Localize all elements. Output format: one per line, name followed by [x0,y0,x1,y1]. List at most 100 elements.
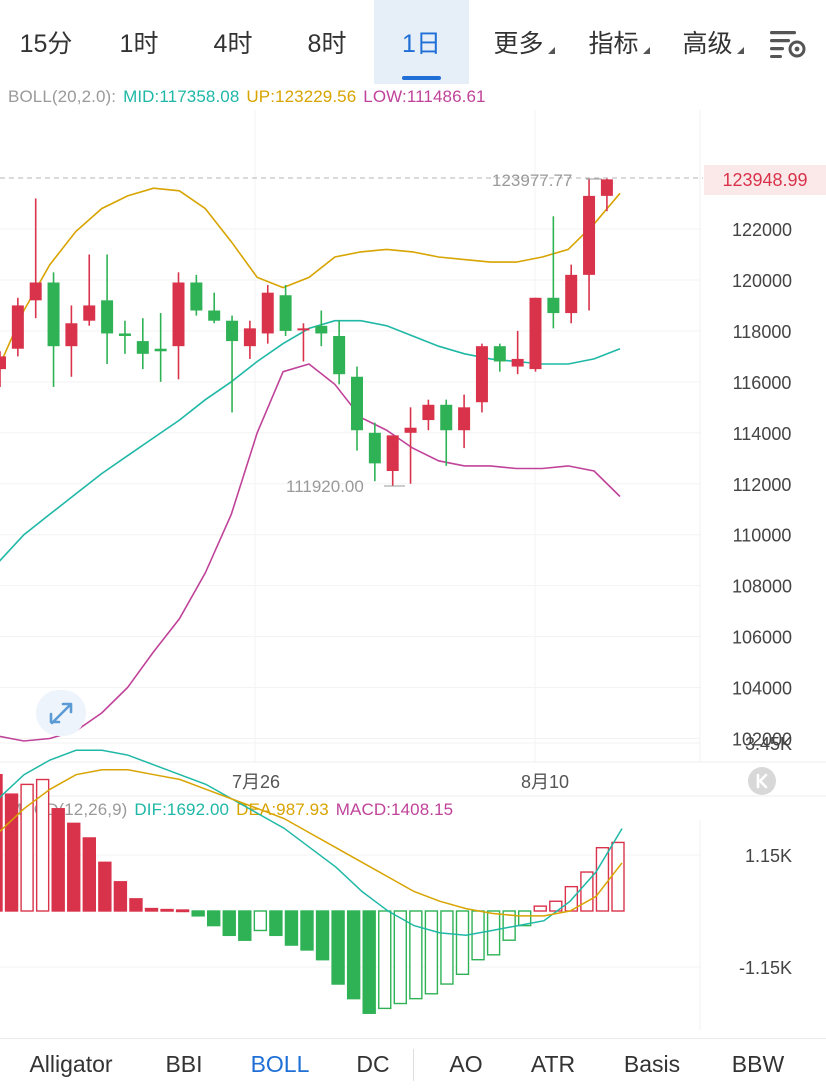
active-tab-underline [402,76,441,80]
candle-up [243,328,256,347]
tab-15m[interactable]: 15分 [19,30,73,58]
macd-axis-label: 3.45K [745,734,792,754]
candle-up [565,274,578,314]
candle-down [101,300,114,334]
tab-more[interactable]: 更多 [478,0,570,84]
high-price-annotation: 123977.77 [492,171,572,190]
macd-bar-positive [98,861,112,912]
macd-bar-negative [269,910,283,937]
price-axis-label: 118000 [733,322,792,342]
candle-up [458,407,471,431]
macd-bar-positive [51,808,65,912]
macd-bar-negative [253,910,268,932]
candle-up [583,195,596,275]
price-axis-label: 116000 [733,373,792,393]
candle-up [475,346,488,403]
timeframe-tab-bar: 15分 1时 4时 8时 1日 更多 指标 高级 [0,0,826,84]
candle-down [493,346,506,362]
macd-bar-positive [175,909,190,913]
macd-bar-negative [378,910,392,1010]
macd-dif-value: DIF:1692.00 [134,800,230,819]
tab-indicators[interactable]: 指标 [572,0,666,84]
date-axis-label: 8月10 [521,772,569,792]
candle-up [172,282,185,347]
macd-bar-negative [331,910,345,985]
candle-down [279,295,292,331]
tab-advanced[interactable]: 高级 [666,0,760,84]
candle-down [118,333,131,336]
tab-8h[interactable]: 8时 [307,30,347,58]
candle-up [511,358,524,367]
candle-up [65,323,78,347]
macd-axis-label: 1.15K [745,846,792,866]
candle-up [0,356,6,370]
date-axis-label: 7月26 [232,772,280,792]
candle-down [208,310,221,321]
macd-bar-negative [440,910,454,985]
macd-bar-negative [346,910,361,1000]
candle-down [315,325,328,334]
macd-bar-positive [35,778,50,912]
macd-bar-negative [486,910,501,956]
scroll-to-latest-button[interactable] [748,767,776,795]
candle-down [47,282,60,347]
indicator-tab-alligator[interactable]: Alligator [29,1051,113,1077]
macd-bar-positive [160,908,174,912]
tab-divider [413,1049,414,1081]
macd-bar-negative [238,910,252,941]
boll-low-value: LOW:111486.61 [363,87,486,106]
candle-down [136,341,149,354]
candle-down [440,404,453,431]
candle-up [404,427,417,433]
macd-bar-negative [315,910,330,961]
price-axis-label: 104000 [732,679,792,699]
macd-bar-negative [191,910,205,917]
candlestick-chart[interactable]: 122000 120000 118000 116000 114000 112000 1100… [0,0,826,800]
macd-bar-negative [284,910,299,946]
price-axis-label: 106000 [732,628,792,648]
macd-bar-positive [20,783,34,912]
macd-dif-line [0,749,623,937]
indicator-tab-atr[interactable]: ATR [530,1051,576,1077]
candle-down [333,335,346,375]
indicator-tab-ao[interactable]: AO [449,1051,483,1077]
macd-macd-value: MACD:1408.15 [335,800,454,819]
indicator-tab-boll[interactable]: BOLL [250,1051,310,1077]
macd-bar-positive [4,793,19,912]
candle-down [154,348,167,352]
macd-bar-positive [533,905,547,912]
boll-mid-value: MID:117358.08 [123,87,240,106]
candle-up [386,435,399,472]
candle-up [422,404,435,421]
macd-bar-negative [393,910,407,1005]
indicator-tab-basis[interactable]: Basis [623,1051,681,1077]
macd-bar-negative [300,910,314,951]
chart-settings-icon[interactable] [768,28,808,60]
macd-bar-negative [206,910,221,927]
macd-bar-negative [518,910,532,927]
fullscreen-button[interactable] [36,690,86,736]
macd-bar-positive [67,822,81,912]
indicator-tab-bbi[interactable]: BBI [165,1051,203,1077]
indicator-tab-dc[interactable]: DC [356,1051,390,1077]
macd-dea-line [0,769,623,917]
tab-4h[interactable]: 4时 [213,30,253,58]
dropdown-corner-icon [642,47,650,54]
price-axis-label: 102000 [732,730,792,750]
boll-lower-line [0,363,621,742]
candle-down [226,320,239,342]
macd-bar-negative [222,910,236,937]
boll-up-value: UP:123229.56 [246,87,357,106]
tab-1d[interactable]: 1日 [374,0,469,84]
candle-up [600,179,613,196]
price-axis-label: 108000 [732,577,792,597]
tab-1h[interactable]: 1时 [119,30,159,58]
indicator-tab-bbw[interactable]: BBW [731,1051,785,1077]
expand-arrows-icon [49,702,73,725]
macd-bar-positive [129,898,143,912]
skip-to-end-icon [756,773,768,789]
macd-bar-positive [113,881,128,912]
price-axis-label: 122000 [732,220,792,240]
current-price-tag: 123948.99 [704,165,826,195]
